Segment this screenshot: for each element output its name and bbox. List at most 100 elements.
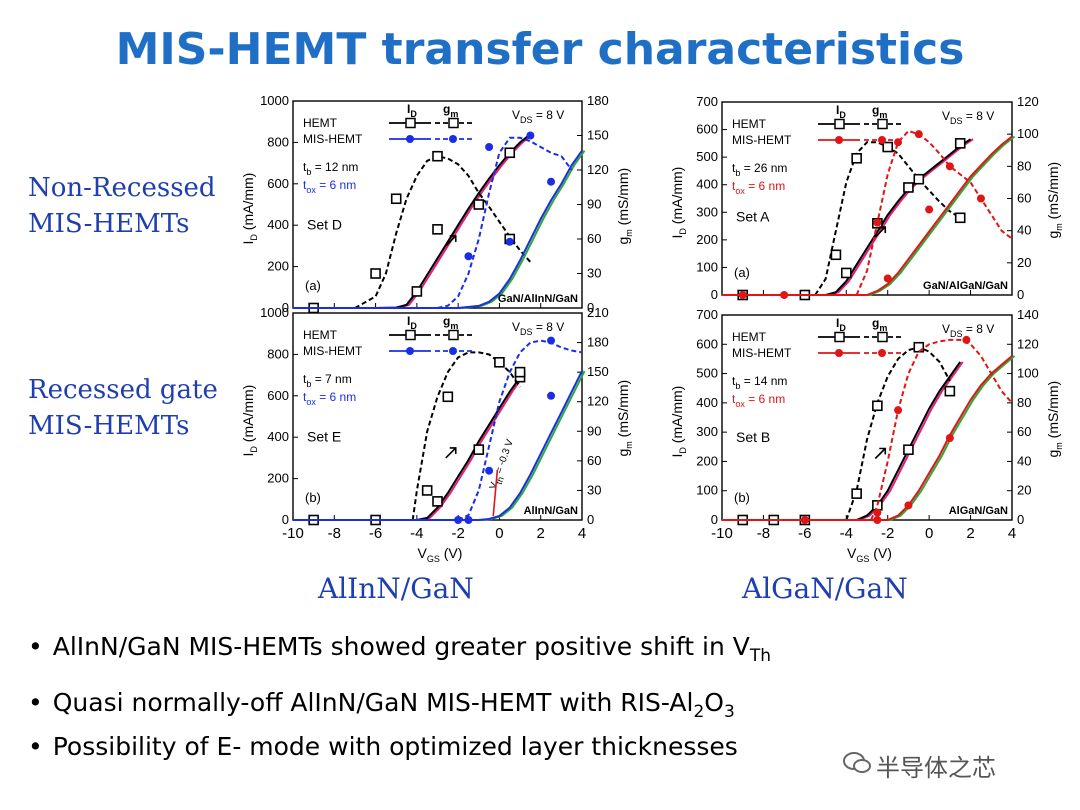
legend-header-sub: D	[839, 110, 846, 120]
x-axis-label-sub: GS	[427, 554, 440, 564]
x-tick-label: 4	[578, 525, 586, 542]
data-point	[830, 249, 842, 261]
tb-label-main: t	[732, 374, 736, 388]
row-label-line: MIS-HEMTs	[28, 209, 190, 239]
legend-header-main: I	[836, 103, 839, 117]
legend-marker	[405, 329, 416, 341]
y-tick-label: 0	[711, 287, 718, 302]
data-point	[738, 291, 747, 299]
tox-label-sub: ox	[306, 397, 316, 407]
vds-label-sub: DS	[520, 115, 533, 125]
y-tick-label: 500	[696, 149, 718, 164]
data-point	[873, 508, 882, 517]
vds-label-sub: DS	[950, 329, 963, 339]
y-axis-label-sub: D	[678, 228, 688, 235]
y2-tick-label: 100	[1017, 366, 1039, 381]
vds-label-sub: DS	[520, 327, 533, 337]
y-tick-label: 300	[696, 424, 718, 439]
tb-label: tb = 14 nm	[732, 374, 787, 391]
series-line	[354, 155, 532, 309]
tox-label-main: t	[732, 392, 736, 406]
x-axis-label-main: V	[418, 545, 428, 561]
bullet-sub: 3	[723, 702, 735, 722]
y2-tick-label: 90	[587, 423, 601, 438]
y2-tick-label: 60	[1017, 424, 1031, 439]
series-line	[293, 370, 583, 521]
y2-tick-label: 0	[1017, 512, 1024, 527]
legend-header: ID	[836, 316, 846, 333]
legend-label: HEMT	[732, 330, 767, 344]
legend-marker	[835, 349, 843, 357]
y-tick-label: 100	[696, 483, 718, 498]
tb-label-rest: = 26 nm	[740, 161, 787, 175]
data-point	[370, 268, 381, 279]
y-tick-label: 400	[267, 429, 289, 444]
data-point	[442, 391, 454, 403]
data-point	[432, 224, 443, 235]
sweep-up-arrow	[874, 226, 887, 238]
y-tick-label: 100	[696, 259, 718, 274]
legend-header-sub: m	[879, 110, 887, 120]
y2-tick-label: 20	[1017, 483, 1031, 498]
tox-label: tox = 6 nm	[732, 179, 785, 196]
y-tick-label: 600	[267, 388, 289, 403]
vds-label: VDS = 8 V	[942, 322, 994, 339]
y2-tick-label: 60	[1017, 191, 1031, 206]
y2-axis-label: gm (mS/mm)	[1045, 381, 1064, 458]
vds-label-sub: DS	[950, 116, 963, 126]
vds-label-rest: = 8 V	[963, 109, 995, 123]
material-label: AlInN/GaN	[524, 505, 578, 517]
set-label: Set B	[736, 429, 770, 445]
x-tick-label: -6	[369, 525, 382, 542]
series-sweep-line	[724, 355, 1016, 521]
page-title: MIS-HEMT transfer characteristics	[115, 24, 965, 75]
x-tick-label: -6	[798, 525, 811, 542]
data-point	[494, 356, 505, 368]
y-tick-label: 400	[267, 217, 289, 232]
vds-label: VDS = 8 V	[942, 109, 994, 126]
tox-label: tox = 6 nm	[303, 178, 356, 195]
legend-header-main: g	[443, 102, 450, 116]
column-label-alinn: AlInN/GaN	[318, 572, 474, 605]
legend-marker	[878, 136, 886, 144]
tox-label-sub: ox	[306, 185, 316, 195]
tb-label-main: t	[303, 160, 307, 174]
x-axis-label-main: V	[847, 545, 857, 561]
plot-frame	[721, 101, 1013, 296]
legend-header: gm	[443, 314, 458, 331]
x-tick-label: -10	[711, 525, 733, 542]
data-point	[882, 141, 894, 153]
y-axis-label-sub: D	[249, 446, 259, 453]
tb-label-rest: = 14 nm	[740, 374, 787, 388]
x-tick-label: -2	[881, 525, 894, 542]
data-point	[872, 400, 883, 412]
legend-marker	[448, 329, 459, 341]
legend-marker	[877, 331, 888, 343]
y2-tick-label: 120	[1017, 94, 1039, 109]
data-point	[913, 173, 925, 185]
y-tick-label: 400	[696, 395, 718, 410]
y-axis-label-rest: (mA/mm)	[669, 386, 685, 447]
data-point	[485, 143, 494, 151]
y-axis-label-sub: D	[249, 234, 259, 241]
data-point	[421, 485, 433, 496]
bullet-sub: 2	[693, 702, 705, 722]
y2-tick-label: 120	[1017, 336, 1039, 351]
x-tick-label: 4	[1008, 525, 1016, 542]
legend-marker	[877, 118, 888, 130]
tox-label-main: t	[732, 179, 736, 193]
y-tick-label: 600	[267, 176, 289, 191]
legend-marker	[834, 118, 845, 130]
y2-axis-label: gm (mS/mm)	[615, 168, 634, 245]
data-point	[925, 205, 934, 214]
data-point	[851, 488, 862, 499]
column-label-algan: AlGaN/GaN	[742, 572, 908, 605]
data-point	[514, 366, 526, 378]
tox-label-rest: = 6 nm	[745, 392, 785, 406]
bullet-text: AlInN/GaN MIS-HEMTs showed greater posit…	[52, 632, 750, 661]
x-tick-label: 0	[925, 525, 933, 542]
tb-label-sub: b	[735, 381, 740, 391]
y-tick-label: 800	[267, 134, 289, 149]
material-label: GaN/AlGaN/GaN	[923, 280, 1008, 292]
legend-header: gm	[872, 316, 887, 333]
